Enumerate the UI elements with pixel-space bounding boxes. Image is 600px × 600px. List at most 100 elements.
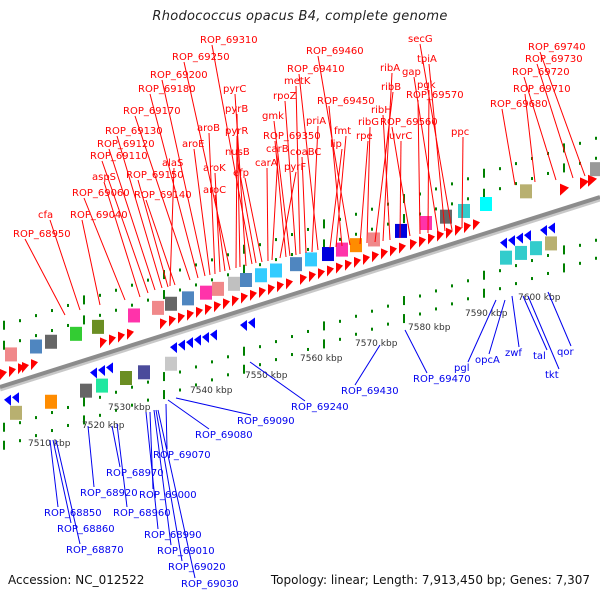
upper-tick [355,212,357,216]
label-leader-line [83,197,126,301]
gene-label-reverse: pgl [454,363,469,374]
upper-tick [451,182,453,186]
upper-tick [275,238,277,242]
gene-label-forward: rpe [356,131,373,142]
upper-tick-2 [163,290,165,300]
gene-label-forward: ROP_69710 [513,84,571,95]
cog-box [530,241,542,256]
label-leader-line [111,425,121,468]
reverse-gene [194,334,201,346]
lower-tick [483,270,485,280]
upper-tick-2 [595,156,597,160]
lower-tick [451,284,453,288]
label-leader-line [328,105,343,247]
cog-box [420,216,432,230]
lower-tick-2 [515,282,517,286]
label-leader-line [354,344,381,386]
upper-tick [595,136,597,140]
label-leader-line [399,140,402,239]
cog-box [480,197,492,211]
gene-label-reverse: tkt [545,370,559,381]
label-leader-line [234,93,247,267]
gene-label-forward: ROP_69120 [97,139,155,150]
label-leader-line [391,126,411,237]
label-leader-line [366,126,371,244]
upper-tick [259,243,261,247]
lower-tick-2 [339,337,341,341]
label-leader-line [427,89,430,234]
upper-tick [51,309,53,313]
lower-tick [19,421,21,425]
lower-tick-2 [419,312,421,316]
lower-tick-2 [547,271,549,275]
gene-label-reverse: ROP_69470 [413,374,471,385]
lower-tick-2 [499,287,501,291]
lower-tick [499,269,501,273]
lower-tick [179,370,181,374]
label-leader-line [116,135,163,289]
label-leader-line [382,72,393,242]
gene-label-reverse: ROP_69010 [157,546,215,557]
gene-label-forward: ROP_69720 [512,67,570,78]
forward-gene [22,362,29,374]
label-leader-line [417,99,421,235]
lower-tick-2 [99,413,101,417]
forward-gene [446,227,453,239]
reverse-gene [90,367,97,379]
scale-label: 7570 kbp [355,339,398,349]
reverse-gene [500,237,507,249]
gene-label-forward: ribG [358,117,379,128]
label-leader-line [539,51,586,177]
forward-gene [381,248,388,260]
lower-tick-2 [131,403,133,407]
gene-label-forward: aspS [92,172,116,183]
upper-tick [19,319,21,323]
lower-tick [371,309,373,313]
lower-tick [147,380,149,384]
upper-tick [35,314,37,318]
gene-label-forward: pyrR [225,126,248,137]
upper-tick-2 [195,283,197,287]
reverse-gene [186,337,193,349]
label-leader-line [523,76,557,181]
upper-tick-2 [355,232,357,236]
label-leader-line [511,295,520,348]
gene-label-reverse: zwf [505,348,522,359]
cog-box [96,378,108,393]
forward-gene [327,265,334,277]
label-leader-line [183,61,231,271]
forward-gene [187,309,194,321]
cog-box [152,300,164,315]
lower-tick-2 [291,353,293,357]
reverse-gene [524,230,531,242]
lower-tick-2 [115,408,117,412]
lower-tick [259,345,261,349]
lower-tick-2 [243,364,245,374]
forward-gene [178,312,185,324]
lower-tick [467,279,469,283]
label-leader-line [279,171,297,259]
forward-gene [100,337,107,349]
forward-gene [0,369,7,380]
reverse-gene [170,342,177,354]
gene-label-reverse: ROP_68860 [57,524,115,535]
gene-label-forward: ROP_69310 [200,35,258,46]
cog-box [228,276,240,291]
reverse-gene [508,235,515,247]
genome-summary: Topology: linear; Length: 7,913,450 bp; … [270,573,590,587]
upper-tick-2 [99,313,101,317]
gene-label-reverse: ROP_69070 [153,450,211,461]
upper-tick [67,303,69,307]
lower-tick-2 [67,423,69,427]
cog-box [240,273,252,287]
cog-box [45,394,57,409]
upper-tick-2 [275,258,277,262]
scale-label: 7590 kbp [465,309,508,319]
label-leader-line [547,291,572,347]
upper-tick [291,233,293,237]
label-leader-line [273,120,291,257]
forward-gene [232,295,239,307]
cog-box [520,184,532,199]
label-leader-line [134,115,191,281]
upper-tick-2 [467,197,469,201]
